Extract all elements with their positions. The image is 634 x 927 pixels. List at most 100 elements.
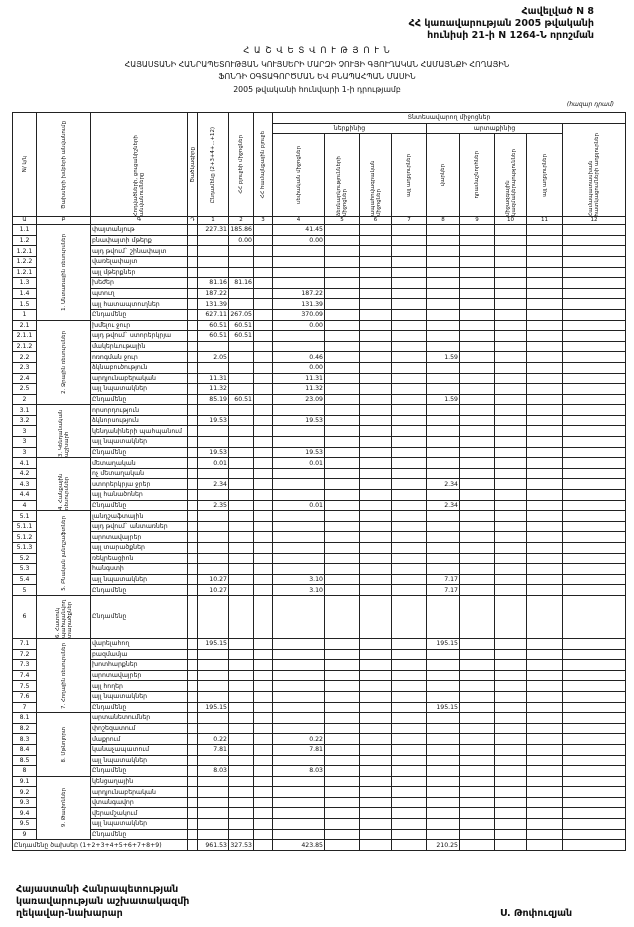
- row-name: ձկնորսություն: [90, 414, 188, 427]
- value-cell: [526, 743, 563, 756]
- header-row: սեփական միջոցներ ձեռնարկությունների միջոց…: [13, 133, 626, 218]
- value-cell: [324, 690, 360, 703]
- value-cell: [197, 659, 229, 671]
- value-cell: 210.25: [426, 839, 460, 851]
- value-cell: [562, 393, 626, 406]
- value-cell: [562, 414, 626, 427]
- header-cell: ներքինից: [272, 122, 427, 135]
- value-cell: [426, 552, 460, 565]
- data-row: 7.1 7. Հողային ռեսուրսներ վարելահող 195.15 1…: [12, 637, 626, 714]
- value-cell: [272, 404, 325, 416]
- value-cell: [494, 637, 527, 650]
- value-cell: [253, 701, 273, 714]
- value-cell: [253, 573, 273, 586]
- value-cell: [426, 520, 460, 533]
- value-cell: [494, 245, 527, 257]
- code-cell: [187, 266, 198, 279]
- value-cell: [426, 542, 460, 554]
- value-cell: [391, 775, 427, 788]
- value-cell: [359, 839, 392, 851]
- value-cell: [359, 828, 392, 841]
- value-cell: [272, 330, 325, 342]
- code-cell: [187, 393, 198, 406]
- data-row: 7.3 խոտհարքներ: [12, 659, 626, 671]
- value-cell: [459, 308, 495, 321]
- value-cell: 0.01: [197, 457, 229, 469]
- value-cell: [197, 245, 229, 257]
- value-cell: [359, 648, 392, 661]
- value-cell: [494, 669, 527, 682]
- value-cell: [526, 828, 563, 841]
- row-code: 1: [12, 308, 37, 321]
- row-code: 9.3: [12, 796, 37, 809]
- value-cell: [272, 510, 325, 522]
- value-cell: [459, 542, 495, 554]
- row-code: 9.5: [12, 818, 37, 830]
- value-cell: [228, 680, 254, 692]
- row-code: 5.3: [12, 563, 37, 575]
- row-code: 5.2: [12, 552, 37, 565]
- value-cell: [391, 351, 427, 363]
- row-name: Ընդամենը: [90, 393, 188, 406]
- row-code: 8: [12, 765, 37, 777]
- data-row: 1.2.2 վառելափայտ: [12, 255, 626, 268]
- value-cell: [324, 245, 360, 257]
- value-cell: [324, 531, 360, 543]
- value-cell: [526, 330, 563, 342]
- data-row: 1.1 1. Անտառային ռեսուրսներ փայտանյութ 227.…: [12, 224, 626, 321]
- value-cell: [459, 393, 495, 406]
- value-cell: [426, 743, 460, 756]
- value-cell: [459, 701, 495, 714]
- value-cell: [459, 319, 495, 332]
- data-row: 1.2.1 այլ մթերքներ: [12, 266, 626, 279]
- value-cell: [324, 340, 360, 353]
- data-row: 4 Ընդամենը 2.35 0.01 2.34: [12, 499, 626, 512]
- code-cell: [187, 245, 198, 257]
- value-cell: [272, 425, 325, 438]
- value-cell: [272, 520, 325, 533]
- row-code: 3: [12, 446, 37, 459]
- row-name: խմելու ջուր: [90, 319, 188, 332]
- value-cell: [228, 690, 254, 703]
- value-cell: [359, 287, 392, 300]
- value-cell: [253, 404, 273, 416]
- value-cell: [253, 499, 273, 512]
- value-cell: [253, 245, 273, 257]
- row-code: 9.2: [12, 786, 37, 798]
- data-row: 9.3 վտանգավոր: [12, 796, 626, 809]
- row-code: 5.4: [12, 573, 37, 586]
- header-cell: Ծածկագիրը: [187, 111, 198, 218]
- row-name: այլ տարածքներ: [90, 542, 188, 554]
- value-cell: [562, 669, 626, 682]
- row-name: այլ մթերքներ: [90, 266, 188, 279]
- value-cell: [459, 775, 495, 788]
- value-cell: [562, 372, 626, 385]
- value-cell: [359, 786, 392, 798]
- value-cell: 2.34: [426, 478, 460, 491]
- column-number: 4: [272, 216, 325, 226]
- row-code: 3: [12, 436, 37, 448]
- header-text: ՀՀ համայնքային բյուջե: [260, 130, 266, 199]
- value-cell: [459, 425, 495, 438]
- value-cell: [228, 765, 254, 777]
- code-cell: [187, 733, 198, 745]
- value-cell: [562, 765, 626, 777]
- value-cell: [253, 765, 273, 777]
- value-cell: [324, 287, 360, 300]
- value-cell: [391, 330, 427, 342]
- value-cell: [272, 828, 325, 841]
- value-cell: [272, 563, 325, 575]
- value-cell: 0.00: [228, 234, 254, 247]
- code-cell: [187, 807, 198, 820]
- value-cell: [359, 743, 392, 756]
- header-cell: Ընդամենը (2+3+4+...+12): [197, 111, 229, 218]
- code-cell: [187, 414, 198, 427]
- value-cell: 0.22: [272, 733, 325, 745]
- value-cell: [359, 659, 392, 671]
- value-cell: [253, 786, 273, 798]
- value-cell: [391, 701, 427, 714]
- value-cell: 131.39: [272, 298, 325, 310]
- value-cell: [526, 818, 563, 830]
- data-row: 7.6 այլ նպատակներ: [12, 690, 626, 703]
- value-cell: [359, 425, 392, 438]
